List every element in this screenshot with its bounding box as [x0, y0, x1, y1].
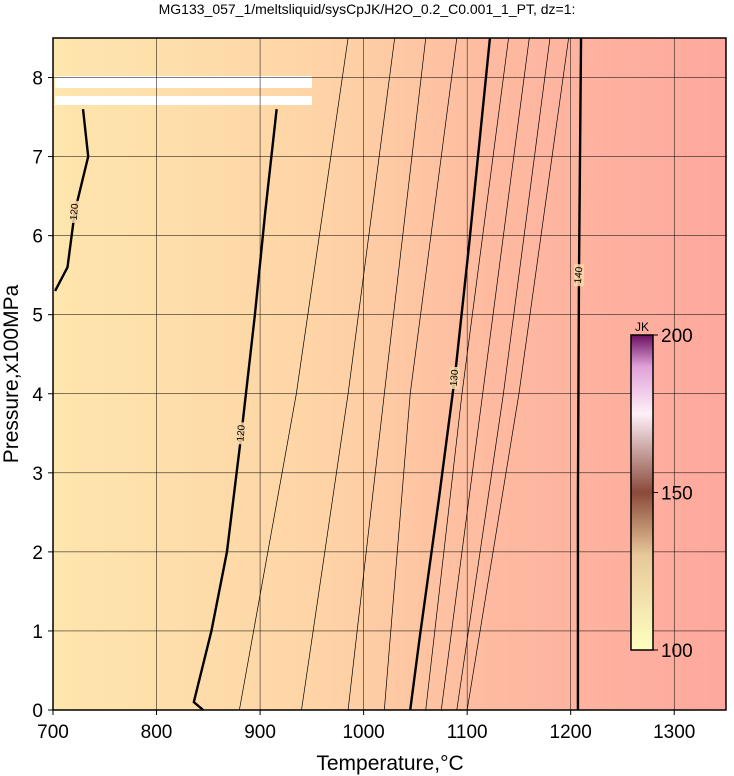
y-tick-label: 2 [32, 543, 43, 564]
contour-line [192, 109, 278, 711]
background-field [53, 38, 726, 710]
x-tick-label: 1300 [653, 722, 695, 743]
y-tick-label: 5 [32, 306, 43, 327]
contour-label-bg [236, 422, 247, 445]
x-axis-label: Temperature,°C [316, 752, 463, 775]
contour-label-bg [573, 264, 584, 287]
x-tick-label: 800 [141, 722, 173, 743]
contour-label-bg [449, 366, 460, 389]
contour-label: 140 [573, 266, 585, 284]
contour-label: 130 [449, 369, 461, 387]
y-tick-label: 3 [32, 464, 43, 485]
x-tick-label: 700 [37, 722, 69, 743]
y-axis-label: Pressure,x100MPa [0, 284, 23, 463]
x-tick-label: 900 [244, 722, 276, 743]
colorbar-tick-label: 200 [661, 326, 693, 347]
y-tick-label: 7 [32, 148, 43, 169]
colorbar [630, 334, 654, 651]
chart-title: MG133_057_1/meltsliquid/sysCpJK/H2O_0.2_… [159, 1, 576, 17]
x-tick-label: 1100 [447, 722, 488, 743]
contour-label: 120 [69, 203, 81, 221]
contour-line [409, 37, 492, 711]
y-tick-label: 8 [32, 69, 43, 90]
colorbar-tick-label: 150 [661, 484, 693, 505]
contour-label-bg [69, 200, 80, 223]
y-tick-label: 6 [32, 227, 43, 248]
mask-stripe [55, 96, 312, 105]
x-tick-label: 1000 [342, 722, 384, 743]
colorbar-tick-label: 100 [661, 641, 693, 662]
colorbar-label: JK [635, 320, 649, 334]
y-tick-label: 1 [32, 622, 43, 643]
x-tick-label: 1200 [550, 722, 592, 743]
plot-frame [52, 37, 727, 711]
contour-label: 120 [235, 424, 247, 442]
mask-stripe [55, 76, 312, 88]
y-tick-label: 0 [32, 701, 43, 722]
plot-area: 120 120 130 140 [52, 37, 726, 711]
y-tick-label: 4 [32, 385, 43, 406]
